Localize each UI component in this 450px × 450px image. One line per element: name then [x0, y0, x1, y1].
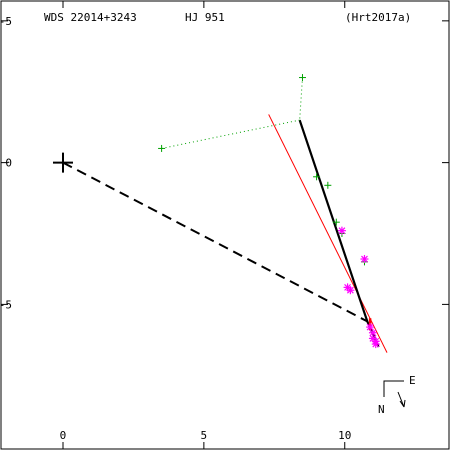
- wds-id-label: WDS 22014+3243: [44, 11, 137, 24]
- primary-star-marker: [52, 152, 73, 173]
- micrometer-observation: [313, 173, 321, 181]
- observation-markers: [52, 74, 380, 349]
- y-tick-label: 0: [5, 157, 12, 170]
- y-tick-label: -5: [0, 15, 12, 28]
- primary-companion-line: [62, 161, 368, 323]
- micrometer-observation: [332, 218, 340, 226]
- micrometer-observation: [158, 144, 166, 152]
- speckle-observation: [346, 286, 355, 295]
- ast-d2: [346, 286, 354, 294]
- header: WDS 22014+3243 HJ 951 (Hrt2017a): [44, 11, 411, 24]
- ast-d2: [372, 340, 380, 348]
- compass-rose: E N: [378, 374, 416, 416]
- speckle-observation: [360, 255, 369, 264]
- x-tick-label: 10: [338, 429, 351, 442]
- discoverer-label: HJ 951: [185, 11, 225, 24]
- ast-d2: [366, 323, 374, 331]
- y-tick-label: -5: [0, 298, 12, 311]
- speckle-observation: [371, 340, 380, 349]
- speckle-observation: [337, 226, 346, 235]
- motion-direction-arrow: [397, 391, 406, 408]
- ast-d2: [369, 329, 377, 337]
- x-tick-label: 0: [60, 429, 67, 442]
- line-of-nodes: [268, 114, 388, 353]
- micrometer-observation: [298, 74, 306, 82]
- compass-north-label: N: [378, 403, 385, 416]
- ast-d2: [361, 255, 368, 263]
- ast-d2: [338, 227, 346, 235]
- x-tick-label: 5: [201, 429, 208, 442]
- compass-axes: [383, 380, 404, 397]
- orbit-reference-label: (Hrt2017a): [345, 11, 411, 24]
- micrometer-observation: [324, 181, 332, 189]
- compass-east-label: E: [409, 374, 416, 387]
